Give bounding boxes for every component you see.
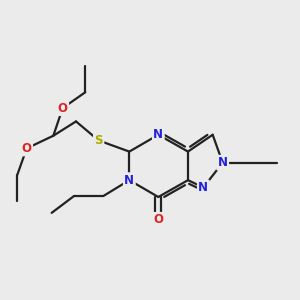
Text: O: O bbox=[58, 102, 68, 115]
Text: O: O bbox=[22, 142, 32, 155]
Text: O: O bbox=[153, 213, 163, 226]
Text: N: N bbox=[218, 156, 228, 169]
Text: S: S bbox=[94, 134, 103, 147]
Text: N: N bbox=[124, 174, 134, 187]
Text: N: N bbox=[198, 181, 208, 194]
Text: N: N bbox=[153, 128, 163, 141]
